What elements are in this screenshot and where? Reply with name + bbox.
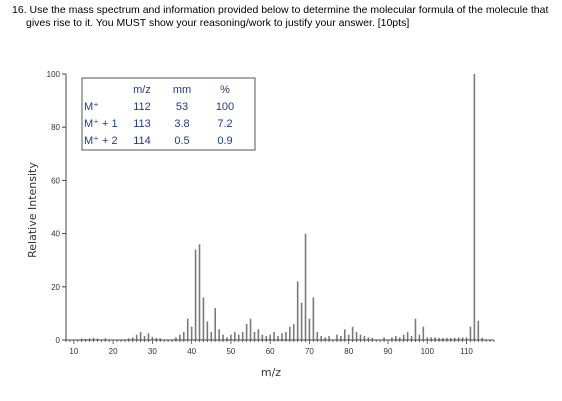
inset-table-cell: 7.2: [217, 118, 232, 130]
question-line-2: gives rise to it. You MUST show your rea…: [26, 17, 410, 29]
question-line-1: 16. Use the mass spectrum and informatio…: [12, 4, 549, 16]
x-tick-label: 100: [421, 347, 435, 356]
x-tick-label: 50: [226, 347, 235, 356]
x-axis-label: m/z: [261, 366, 281, 379]
inset-table-cell: 0.9: [217, 135, 232, 147]
inset-table-header: m/z: [133, 84, 151, 96]
y-tick-label: 80: [51, 123, 60, 132]
question-text: 16. Use the mass spectrum and informatio…: [12, 4, 552, 30]
x-tick-label: 30: [148, 347, 157, 356]
inset-table-cell: 112: [133, 101, 151, 113]
x-tick-label: 110: [460, 347, 473, 356]
inset-table-header: %: [220, 84, 230, 96]
inset-table-cell: 113: [133, 118, 151, 130]
inset-table-cell: M⁺ + 1: [84, 118, 118, 130]
x-tick-label: 80: [344, 347, 353, 356]
y-tick-label: 100: [47, 70, 61, 79]
inset-table-header: mm: [173, 84, 191, 96]
inset-table: m/z mm % M⁺ 112 53 100 M⁺ + 1 113 3.8 7.2 M⁺ + 2 114…: [81, 77, 256, 151]
inset-table-cell: 100: [216, 101, 234, 113]
inset-table-cell: 114: [133, 135, 151, 147]
x-tick-label: 70: [305, 347, 314, 356]
y-tick-label: 20: [51, 283, 60, 292]
inset-table-cell: 3.8: [174, 118, 189, 130]
y-tick-label: 40: [51, 230, 60, 239]
axes-group: 0 20 40 60 80 100 10 20 30 40 50 60 70 80 90 100 110: [47, 70, 495, 356]
inset-table-cell: M⁺ + 2: [84, 135, 118, 147]
y-tick-label: 0: [56, 336, 61, 345]
inset-table-cell: M⁺: [84, 101, 99, 113]
inset-table-cell: 53: [176, 101, 188, 113]
inset-table-border: [81, 77, 256, 151]
x-tick-label: 90: [384, 347, 393, 356]
inset-table-cell: 0.5: [174, 135, 189, 147]
x-tick-label: 60: [266, 347, 275, 356]
x-tick-label: 20: [109, 347, 118, 356]
y-axis-label: Relative Intensity: [26, 162, 39, 258]
x-tick-label: 10: [69, 347, 78, 356]
y-tick-label: 60: [51, 176, 60, 185]
x-tick-label: 40: [187, 347, 196, 356]
